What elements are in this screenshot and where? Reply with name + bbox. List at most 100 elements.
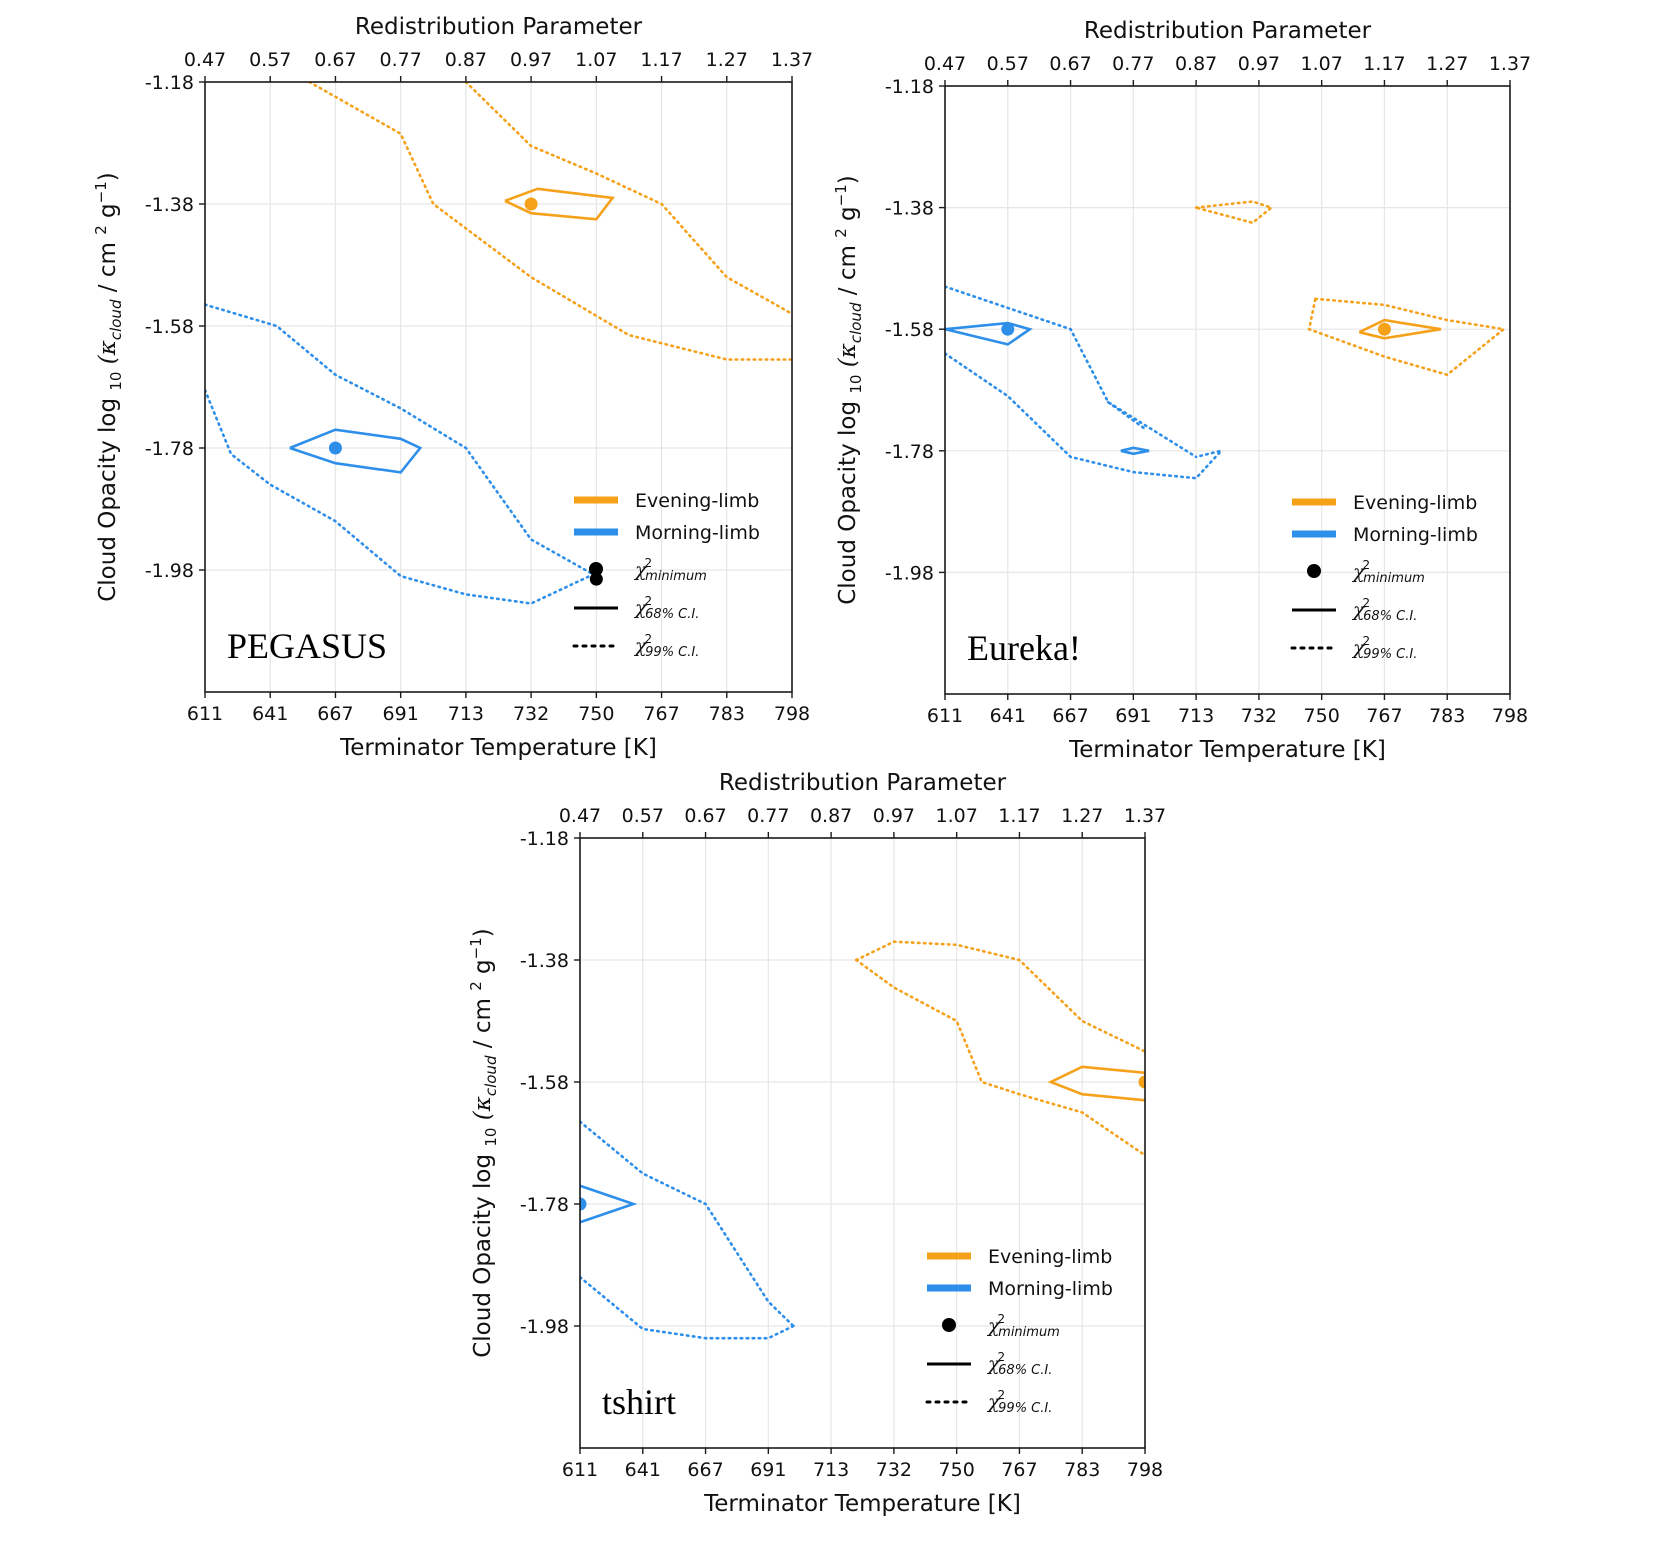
x2-tick-label: 1.27 [1061,805,1103,827]
x2-tick-label: 0.67 [314,49,356,71]
x-axis-title: Terminator Temperature [K] [703,1491,1021,1517]
legend-label-evening: Evening-limb [635,490,759,512]
x-tick-label: 667 [317,703,353,725]
legend-swatch-minimum [1307,564,1321,578]
y-tick-label: -1.98 [885,562,934,584]
series-line-evening-dotted [854,958,1145,1157]
legend-label-68: χ2 68% C.I. [986,1350,1052,1378]
x-tick-label: 732 [1241,705,1277,727]
x2-tick-label: 0.77 [380,49,422,71]
y-axis-title: Cloud Opacity log 10 (κcloud / cm 2 g−1) [92,172,125,602]
series-line-morning-solid [945,321,1033,346]
y-tick-label: -1.98 [145,560,194,582]
legend-label-68: χ2 68% C.I. [1351,596,1417,624]
x2-tick-label: 0.77 [1112,53,1154,75]
x2-tick-label: 0.57 [622,805,664,827]
x2-tick-label: 1.07 [575,49,617,71]
legend-label-minimum: χ2 minimum [986,1312,1060,1340]
series-line-morning-dotted [580,1275,795,1340]
chart-panel-1: 611 0.47 641 0.57 667 0.67 691 0.77 713 0.87 732 0.… [92,14,813,761]
legend-label-evening: Evening-limb [988,1246,1112,1268]
legend-label-morning: Morning-limb [635,522,760,544]
chart-panel-3: 611 0.47 641 0.57 667 0.67 691 0.77 713 0.87 732 0.… [467,770,1166,1517]
series-line-morning-dotted [205,388,598,605]
legend-swatch-minimum [589,562,603,576]
y-axis-title: Cloud Opacity log 10 (κcloud / cm 2 g−1) [467,928,500,1358]
x-tick-label: 641 [625,1459,661,1481]
x-tick-label: 691 [1115,705,1151,727]
series-line-evening-solid [1047,1065,1145,1102]
series-line-morning-dotted [205,303,598,578]
legend-label-morning: Morning-limb [1353,524,1478,546]
x2-tick-label: 1.37 [771,49,813,71]
legend-label-99: χ2 99% C.I. [1351,634,1417,662]
x-tick-label: 641 [252,703,288,725]
series-line-evening-dotted [854,940,1145,1053]
y-tick-label: -1.78 [145,438,194,460]
plot-background [580,838,1145,1448]
x2-tick-label: 0.67 [684,805,726,827]
series-marker-evening [1377,322,1391,336]
plot-frame [204,81,793,693]
x2-tick-label: 0.87 [810,805,852,827]
series-marker-morning [1001,322,1015,336]
y-tick-label: -1.18 [145,72,194,94]
x-tick-label: 783 [1429,705,1465,727]
y-tick-label: -1.78 [885,441,934,463]
series-line-evening-solid [504,187,616,221]
legend-label-evening: Evening-limb [1353,492,1477,514]
series-line-evening-dotted [1307,297,1507,377]
series-line-morning-solid [580,1184,638,1224]
x-tick-label: 667 [687,1459,723,1481]
panel-label: PEGASUS [227,626,387,666]
data-layer [580,940,1145,1340]
x2-tick-label: 0.47 [559,805,601,827]
plot-background [945,86,1510,694]
x-tick-label: 798 [1127,1459,1163,1481]
legend-label-minimum: χ2 minimum [1351,558,1425,586]
x-tick-label: 750 [1304,705,1340,727]
x2-tick-label: 1.37 [1124,805,1166,827]
legend-label-68: χ2 68% C.I. [633,594,699,622]
y-tick-label: -1.78 [520,1194,569,1216]
x2-tick-label: 0.97 [873,805,915,827]
series-line-morning-solid [289,428,423,474]
x-tick-label: 713 [813,1459,849,1481]
y-axis-title: Cloud Opacity log 10 (κcloud / cm 2 g−1) [832,175,865,605]
y-tick-label: -1.58 [520,1072,569,1094]
x2-axis-title: Redistribution Parameter [355,14,643,40]
x-tick-label: 641 [990,705,1026,727]
legend-label-99: χ2 99% C.I. [633,632,699,660]
x-tick-label: 783 [1064,1459,1100,1481]
x2-tick-label: 0.87 [1175,53,1217,75]
series-line-evening-dotted [464,82,792,316]
x-tick-label: 611 [187,703,223,725]
x2-tick-label: 1.07 [936,805,978,827]
x-tick-label: 798 [774,703,810,725]
legend-swatch-minimum [942,1318,956,1332]
x2-tick-label: 1.07 [1301,53,1343,75]
series-line-morning-solid [1120,446,1150,456]
x2-axis-title: Redistribution Parameter [1084,18,1372,44]
series-marker-morning [328,441,342,455]
x2-axis-title: Redistribution Parameter [719,770,1007,796]
series-line-evening-solid [1358,318,1442,340]
plot-background [205,82,792,692]
x-tick-label: 767 [1366,705,1402,727]
series-marker-evening [524,197,538,211]
y-tick-label: -1.58 [885,319,934,341]
x2-tick-label: 1.27 [1426,53,1468,75]
x-tick-label: 767 [1001,1459,1037,1481]
x-tick-label: 798 [1492,705,1528,727]
x-tick-label: 667 [1052,705,1088,727]
chart-panel-2: 611 0.47 641 0.57 667 0.67 691 0.77 713 0.87 732 0.… [832,18,1531,763]
series-marker-black [589,572,603,586]
plot-frame [579,837,1146,1449]
x-tick-label: 750 [939,1459,975,1481]
series-line-evening-dotted [1194,200,1275,225]
x2-tick-label: 0.77 [747,805,789,827]
series-line-morning-dotted [1106,400,1148,431]
legend-label-morning: Morning-limb [988,1278,1113,1300]
legend-label-99: χ2 99% C.I. [986,1388,1052,1416]
